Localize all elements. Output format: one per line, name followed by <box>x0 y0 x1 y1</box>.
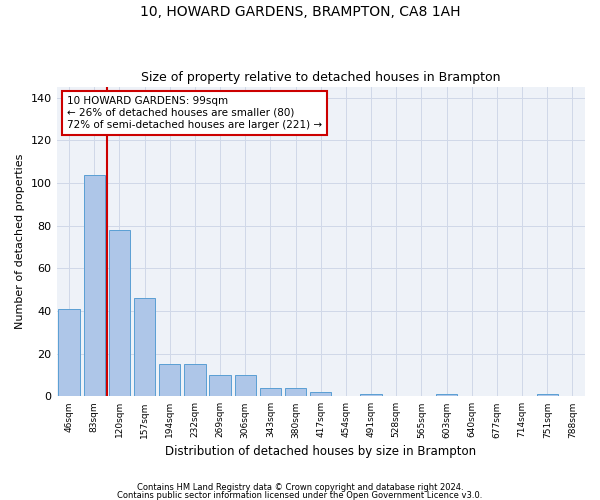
Text: Contains public sector information licensed under the Open Government Licence v3: Contains public sector information licen… <box>118 491 482 500</box>
Text: 10 HOWARD GARDENS: 99sqm
← 26% of detached houses are smaller (80)
72% of semi-d: 10 HOWARD GARDENS: 99sqm ← 26% of detach… <box>67 96 322 130</box>
Bar <box>83 174 105 396</box>
Bar <box>134 298 155 396</box>
Bar <box>159 364 181 396</box>
Text: Contains HM Land Registry data © Crown copyright and database right 2024.: Contains HM Land Registry data © Crown c… <box>137 484 463 492</box>
Bar <box>184 364 206 396</box>
Bar <box>235 375 256 396</box>
Bar <box>109 230 130 396</box>
X-axis label: Distribution of detached houses by size in Brampton: Distribution of detached houses by size … <box>165 444 476 458</box>
Y-axis label: Number of detached properties: Number of detached properties <box>15 154 25 330</box>
Bar <box>310 392 331 396</box>
Bar <box>361 394 382 396</box>
Bar <box>436 394 457 396</box>
Bar <box>260 388 281 396</box>
Text: 10, HOWARD GARDENS, BRAMPTON, CA8 1AH: 10, HOWARD GARDENS, BRAMPTON, CA8 1AH <box>140 5 460 19</box>
Title: Size of property relative to detached houses in Brampton: Size of property relative to detached ho… <box>141 72 500 85</box>
Bar <box>536 394 558 396</box>
Bar <box>58 309 80 396</box>
Bar <box>285 388 307 396</box>
Bar <box>209 375 231 396</box>
